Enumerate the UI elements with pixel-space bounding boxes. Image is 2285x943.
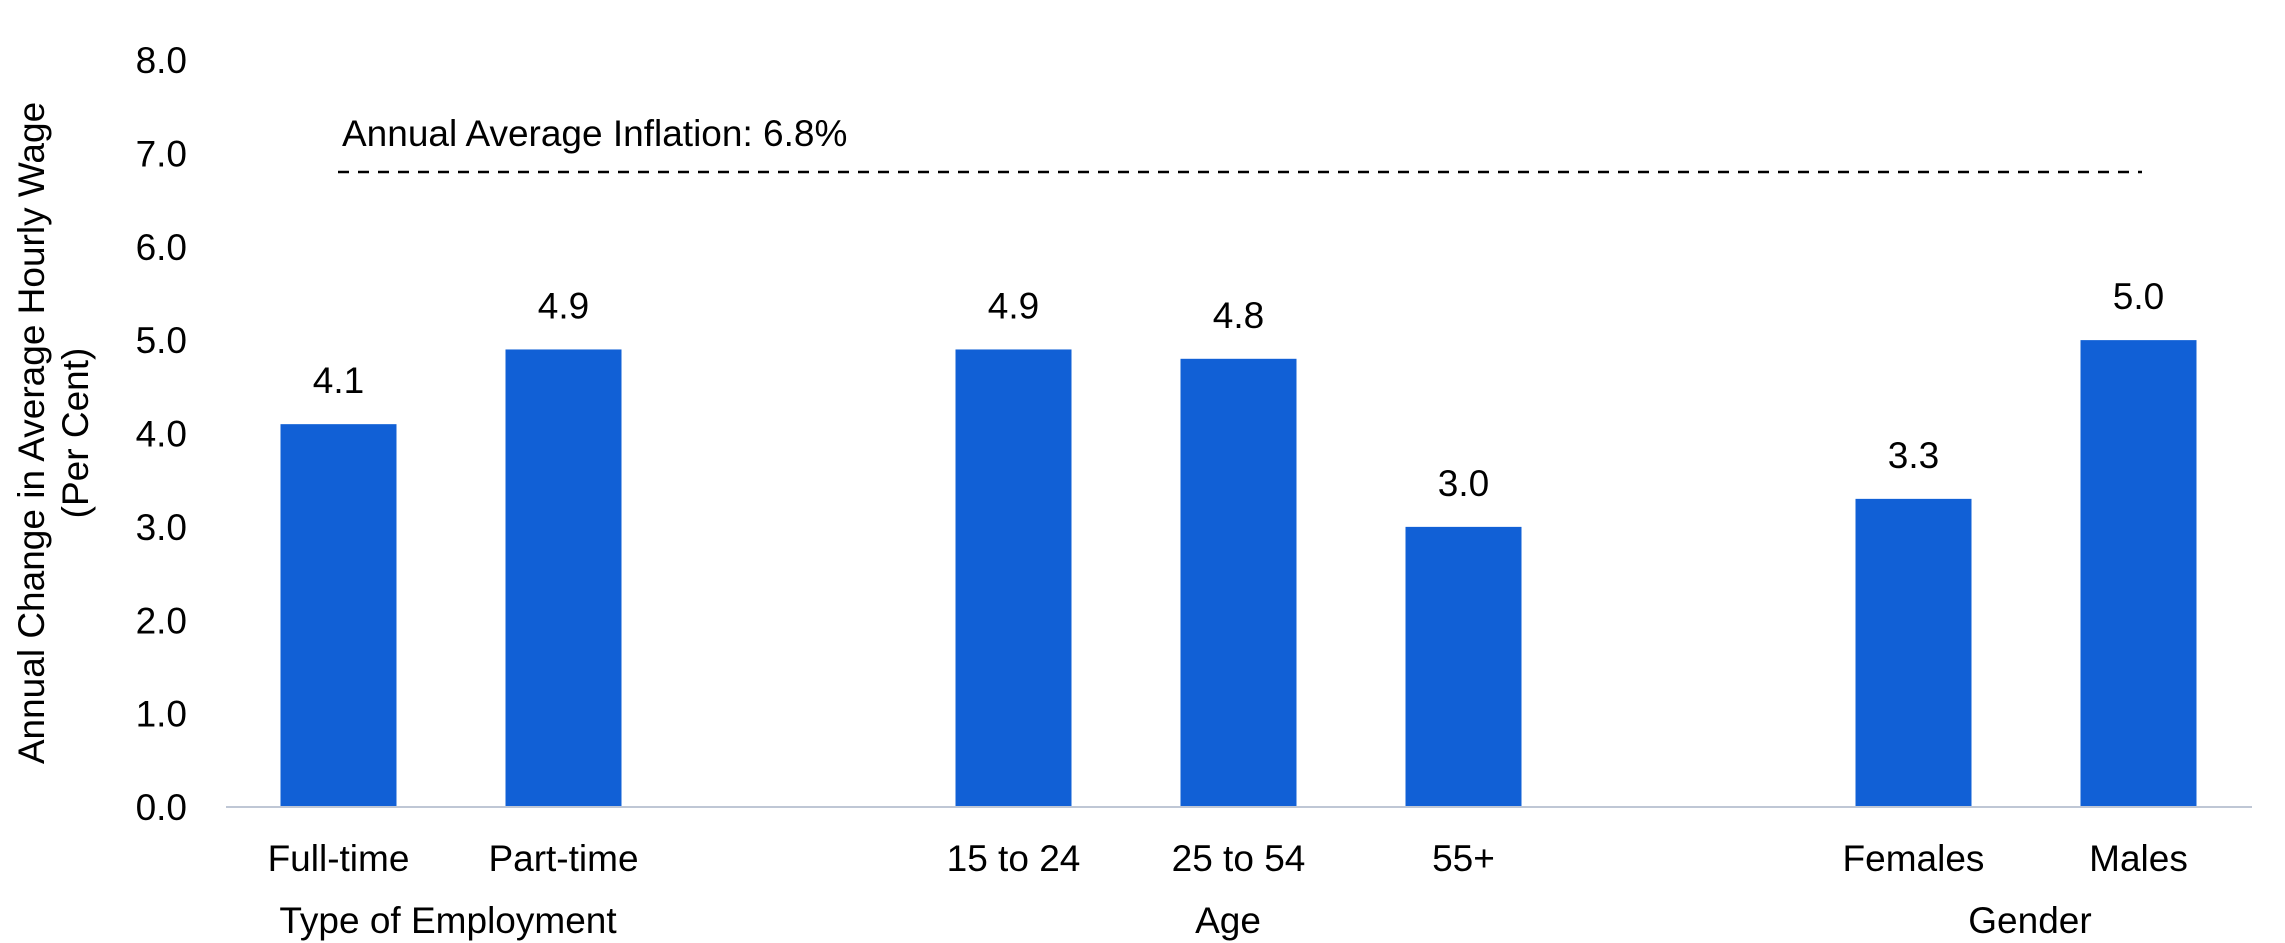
value-label: 4.9 — [538, 285, 589, 326]
bar — [1405, 526, 1522, 807]
bar — [1855, 498, 1972, 807]
y-tick-label: 2.0 — [136, 600, 187, 641]
value-label: 3.0 — [1438, 463, 1489, 504]
category-label: Part-time — [488, 838, 638, 879]
y-axis-label-line: Annual Change in Average Hourly Wage — [11, 102, 52, 764]
category-label: Females — [1843, 838, 1985, 879]
category-label: 25 to 54 — [1172, 838, 1306, 879]
reference-line-label: Annual Average Inflation: 6.8% — [342, 113, 847, 154]
y-tick-label: 4.0 — [136, 414, 187, 455]
bar — [280, 424, 397, 807]
bar — [955, 349, 1072, 807]
category-label: Males — [2089, 838, 2188, 879]
category-label: Full-time — [268, 838, 410, 879]
y-tick-label: 1.0 — [136, 694, 187, 735]
bar — [505, 349, 622, 807]
bars — [280, 340, 2197, 807]
y-tick-labels: 0.0 1.0 2.0 3.0 4.0 5.0 6.0 7.0 8.0 — [136, 40, 187, 828]
bar — [2080, 340, 2197, 807]
y-tick-label: 5.0 — [136, 320, 187, 361]
category-label: 15 to 24 — [947, 838, 1081, 879]
bar — [1180, 358, 1297, 807]
y-axis-title: Annual Change in Average Hourly Wage(Per… — [11, 102, 96, 764]
value-label: 5.0 — [2113, 276, 2164, 317]
y-tick-label: 8.0 — [136, 40, 187, 81]
category-label: 55+ — [1432, 838, 1495, 879]
y-tick-label: 0.0 — [136, 787, 187, 828]
value-label: 4.8 — [1213, 295, 1264, 336]
group-label: Age — [1195, 900, 1261, 941]
group-labels: Type of Employment Age Gender — [279, 900, 2091, 941]
y-tick-label: 3.0 — [136, 507, 187, 548]
group-label: Type of Employment — [279, 900, 617, 941]
value-labels: 4.1 4.9 4.9 4.8 3.0 3.3 5.0 — [313, 276, 2164, 504]
value-label: 4.1 — [313, 360, 364, 401]
y-tick-label: 6.0 — [136, 227, 187, 268]
group-label: Gender — [1968, 900, 2091, 941]
value-label: 4.9 — [988, 285, 1039, 326]
y-axis-label-line: (Per Cent) — [55, 348, 96, 519]
value-label: 3.3 — [1888, 435, 1939, 476]
category-labels: Full-time Part-time 15 to 24 25 to 54 55+ Fem… — [268, 838, 2188, 879]
y-tick-label: 7.0 — [136, 133, 187, 174]
y-axis-label: Annual Change in Average Hourly Wage(Per… — [11, 102, 96, 764]
inflation-reference-line: Annual Average Inflation: 6.8% — [338, 113, 2142, 174]
